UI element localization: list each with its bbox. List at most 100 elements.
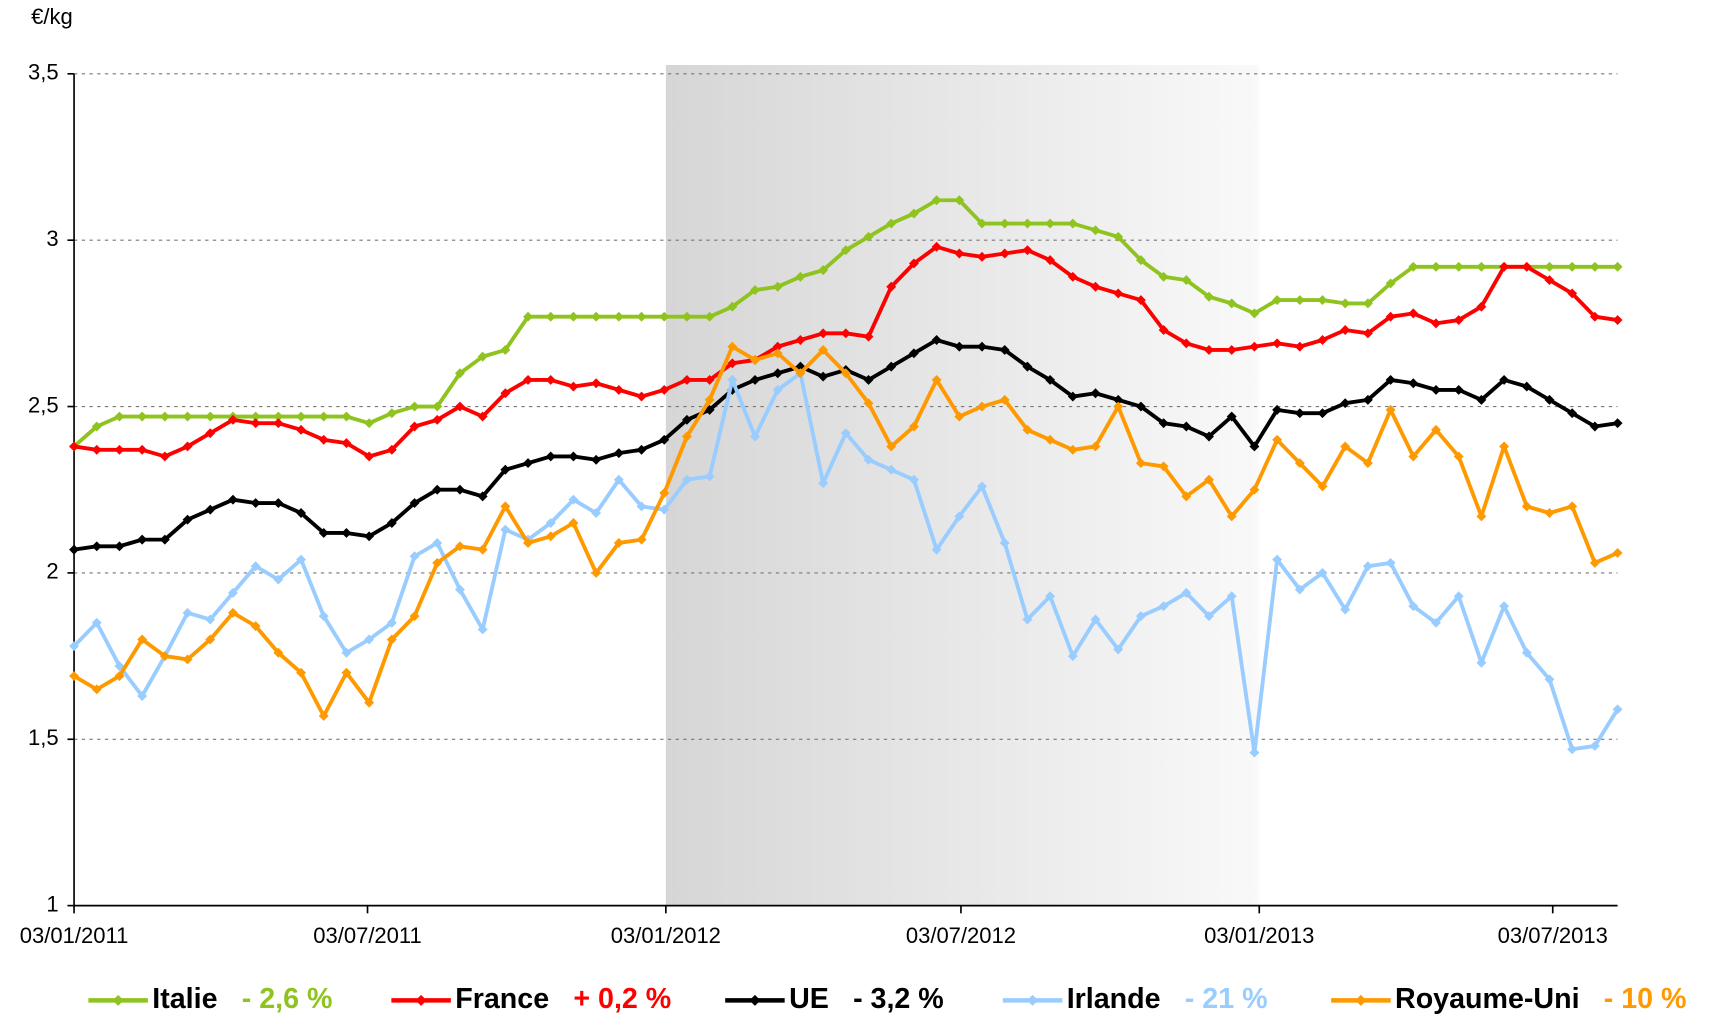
data-point <box>1294 458 1305 469</box>
data-point <box>114 444 125 455</box>
data-point <box>545 311 556 322</box>
data-point <box>91 684 102 695</box>
data-point <box>91 541 102 552</box>
data-point <box>1022 245 1033 256</box>
data-point <box>613 384 624 395</box>
data-point <box>613 448 624 459</box>
data-point <box>795 335 806 345</box>
legend-item: Royaume-Uni - 10 % <box>1331 983 1687 1015</box>
data-point <box>364 531 375 542</box>
data-point <box>159 534 170 545</box>
legend-change: - 2,6 % <box>242 983 333 1015</box>
data-point <box>227 607 238 618</box>
data-point <box>1544 275 1555 286</box>
y-tick-label: 3 <box>46 226 58 251</box>
data-point <box>1294 341 1305 352</box>
legend-change: - 21 % <box>1185 983 1268 1015</box>
data-point <box>1317 295 1328 306</box>
x-tick-label: 03/07/2011 <box>313 923 422 948</box>
data-point <box>1181 421 1192 432</box>
data-point <box>931 335 942 345</box>
data-point <box>1181 587 1192 598</box>
data-point <box>1340 298 1351 309</box>
data-point <box>1476 657 1487 668</box>
data-point <box>182 607 193 618</box>
data-point <box>182 441 193 452</box>
data-point <box>1431 617 1441 628</box>
data-point <box>1408 451 1419 462</box>
legend-marker <box>415 994 427 1006</box>
x-tick-label: 03/07/2013 <box>1498 923 1608 948</box>
data-point <box>863 398 874 409</box>
data-point <box>908 258 919 269</box>
data-point <box>1226 591 1237 602</box>
data-point <box>591 311 602 322</box>
data-point <box>477 411 488 422</box>
data-point <box>91 617 102 628</box>
legend-change: - 3,2 % <box>853 983 944 1015</box>
data-point <box>159 411 170 422</box>
data-point <box>182 411 193 422</box>
data-point <box>636 391 647 402</box>
data-point <box>1226 411 1237 422</box>
legend-marker <box>749 994 761 1006</box>
data-point <box>1090 388 1101 399</box>
data-point <box>227 587 238 598</box>
data-point <box>568 311 579 322</box>
data-point <box>1612 547 1623 558</box>
data-point <box>114 671 125 682</box>
data-point <box>636 311 647 322</box>
data-point <box>205 411 216 422</box>
data-point <box>1135 255 1146 266</box>
data-point <box>137 411 148 422</box>
data-point <box>1317 335 1328 345</box>
background-layer <box>74 65 1618 906</box>
data-point <box>1113 644 1124 655</box>
data-point <box>591 454 602 465</box>
data-point <box>1385 278 1396 289</box>
data-point <box>250 418 261 429</box>
data-point <box>114 411 125 422</box>
data-point <box>137 691 148 701</box>
data-point <box>296 411 307 422</box>
data-point <box>341 411 352 422</box>
data-point <box>1158 418 1169 429</box>
legend-change: - 10 % <box>1604 983 1687 1015</box>
data-point <box>931 241 942 252</box>
data-point <box>1612 704 1623 715</box>
data-point <box>1340 398 1351 409</box>
data-point <box>364 418 375 429</box>
data-point <box>1544 508 1555 518</box>
data-point <box>1317 408 1328 419</box>
data-point <box>659 434 670 445</box>
data-point <box>863 231 874 242</box>
data-point <box>1476 511 1487 522</box>
data-point <box>568 451 579 462</box>
data-point <box>1294 295 1305 306</box>
legend-item: Irlande - 21 % <box>1002 983 1268 1015</box>
data-point <box>977 218 987 229</box>
data-point <box>931 195 942 206</box>
legend-item: Italie - 2,6 % <box>88 983 332 1015</box>
data-point <box>1408 261 1419 272</box>
data-point <box>1499 441 1510 452</box>
data-point <box>568 518 579 528</box>
legend-name: Italie <box>152 983 217 1015</box>
legend-item: France + 0,2 % <box>391 983 671 1015</box>
data-point <box>386 634 397 645</box>
y-tick-label: 2 <box>46 559 58 584</box>
data-point <box>1453 261 1464 272</box>
data-point <box>1544 261 1555 272</box>
data-point <box>250 561 261 572</box>
data-point <box>318 411 329 422</box>
data-point <box>840 328 851 339</box>
data-point <box>613 537 624 548</box>
data-point <box>69 671 80 682</box>
data-point <box>318 711 329 721</box>
data-point <box>273 411 284 422</box>
data-point <box>409 551 420 562</box>
data-point <box>205 634 216 645</box>
legend-marker <box>1355 994 1367 1006</box>
data-point <box>1340 441 1351 452</box>
